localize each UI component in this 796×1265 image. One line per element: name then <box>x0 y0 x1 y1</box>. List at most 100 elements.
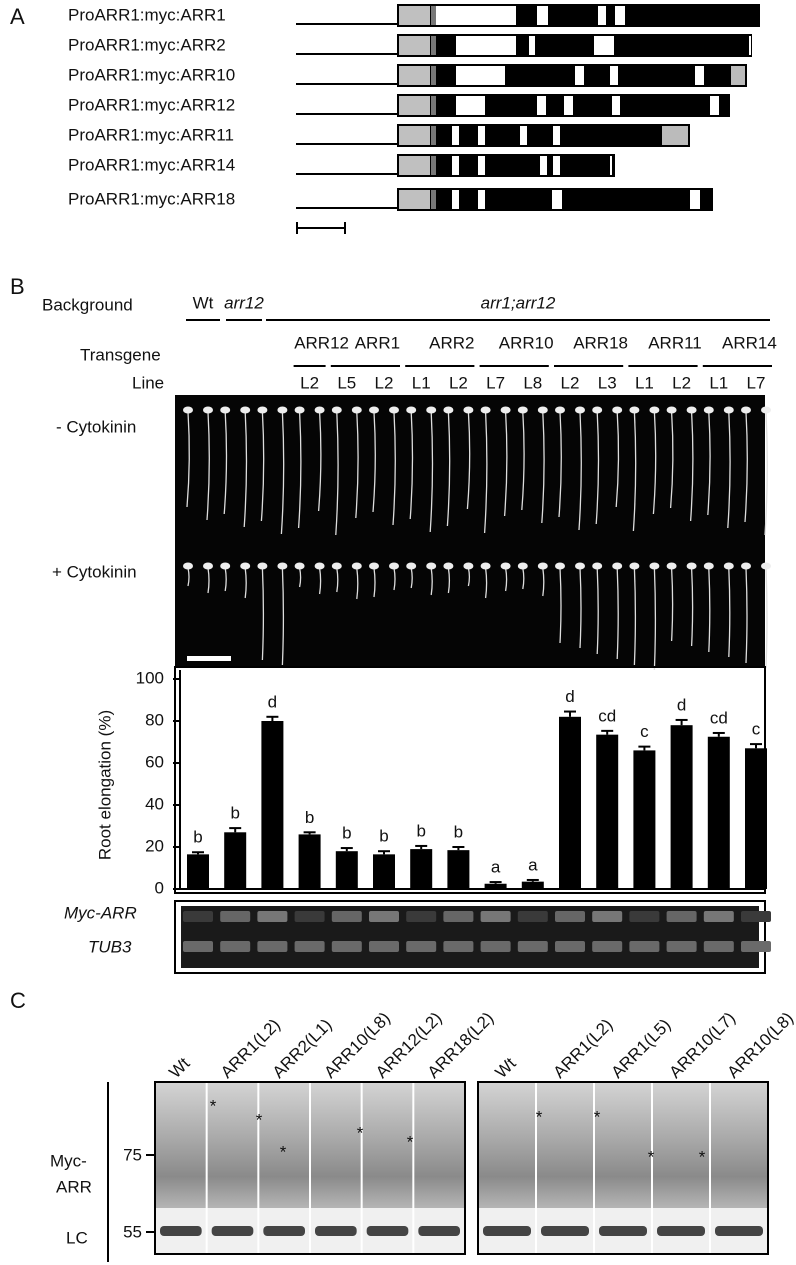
seedling <box>244 567 247 599</box>
seedling <box>243 411 248 528</box>
gel-band <box>629 941 660 952</box>
cotyledon <box>686 562 697 570</box>
domain <box>529 36 535 55</box>
seedling <box>447 567 451 594</box>
asterisk: * <box>280 1142 287 1161</box>
seedling <box>317 411 322 512</box>
domain <box>478 156 485 175</box>
significance-letter: b <box>416 821 425 840</box>
seedling <box>689 411 694 522</box>
cotyledon <box>761 562 771 570</box>
domain <box>520 126 527 145</box>
significance-letter: d <box>565 687 574 706</box>
seedling <box>206 411 210 521</box>
gel-label: TUB3 <box>88 937 132 956</box>
transgene-name: ARR14 <box>722 333 777 352</box>
condition-label: + Cytokinin <box>52 562 137 581</box>
seedling <box>356 567 359 600</box>
cotyledon <box>314 562 325 570</box>
seedling <box>280 411 285 535</box>
cotyledon <box>741 406 751 414</box>
domain <box>452 156 459 175</box>
domain <box>553 126 560 145</box>
cotyledon <box>351 562 362 570</box>
cotyledon <box>480 562 491 570</box>
significance-letter: a <box>528 855 538 874</box>
lc-band <box>211 1226 254 1236</box>
line-name: L1 <box>709 373 728 392</box>
seedling <box>467 567 471 587</box>
gel-band <box>703 941 734 952</box>
lc-band <box>657 1226 705 1236</box>
cotyledon <box>517 562 528 570</box>
bar <box>224 832 247 889</box>
seedling <box>653 567 657 671</box>
lane-label: ARR1(L5) <box>608 1015 675 1082</box>
domain <box>564 96 573 115</box>
bar <box>707 736 730 889</box>
gel-band <box>592 911 623 922</box>
seedling <box>670 567 674 642</box>
cotyledon <box>463 562 474 570</box>
gel-band <box>294 941 325 952</box>
lc-band <box>160 1226 202 1236</box>
line-name: L2 <box>449 373 468 392</box>
transgene-name: ARR11 <box>648 333 702 352</box>
seedling <box>187 567 190 587</box>
gel-label: Myc-ARR <box>64 903 137 922</box>
domain <box>456 36 516 55</box>
significance-letter: c <box>640 722 649 741</box>
photo-scale-bar <box>187 656 231 661</box>
domain <box>598 6 606 25</box>
seedling <box>392 411 396 526</box>
gel-band <box>629 911 660 922</box>
gel-band <box>666 941 697 952</box>
cotyledon <box>761 406 771 414</box>
line-name: L1 <box>635 373 654 392</box>
gel-band <box>183 941 213 952</box>
significance-letter: b <box>305 808 314 827</box>
line-name: L2 <box>375 373 394 392</box>
seedling <box>652 411 657 515</box>
seedling <box>632 411 637 532</box>
bar <box>484 883 507 889</box>
cotyledon <box>480 406 491 414</box>
blot-label: ARR <box>56 1177 92 1196</box>
lc-band <box>483 1226 531 1236</box>
domain <box>452 126 459 145</box>
transgene-name: ARR10 <box>499 333 554 352</box>
construct-label: ProARR1:myc:ARR1 <box>68 5 226 24</box>
cotyledon <box>426 562 437 570</box>
seedling <box>541 411 545 524</box>
seedling <box>744 411 748 523</box>
gel-band <box>741 911 771 922</box>
domain <box>610 156 612 175</box>
domain <box>431 36 436 55</box>
cotyledon <box>649 562 660 570</box>
y-tick-label: 20 <box>145 836 164 855</box>
domain <box>610 66 618 85</box>
blot <box>478 1082 768 1208</box>
gel-band <box>555 941 585 952</box>
background-name: Wt <box>193 293 214 312</box>
lc-band <box>715 1226 763 1236</box>
blot-frame <box>477 1081 769 1255</box>
condition-label: - Cytokinin <box>56 417 136 436</box>
seedling <box>558 411 562 518</box>
cotyledon <box>406 406 417 414</box>
gel-band <box>741 941 771 952</box>
seedling <box>297 411 302 529</box>
gel-band <box>220 941 251 952</box>
cotyledon <box>575 562 585 570</box>
transgene-name: ARR12 <box>294 333 349 352</box>
cotyledon <box>537 406 548 414</box>
cotyledon <box>443 406 454 414</box>
seedling <box>616 567 619 660</box>
asterisk: * <box>407 1132 414 1151</box>
seedling <box>207 567 210 594</box>
seedling <box>372 411 376 513</box>
domain <box>537 96 546 115</box>
asterisk: * <box>699 1147 706 1166</box>
transgene-name: ARR2 <box>429 333 474 352</box>
cotyledon <box>203 562 213 570</box>
